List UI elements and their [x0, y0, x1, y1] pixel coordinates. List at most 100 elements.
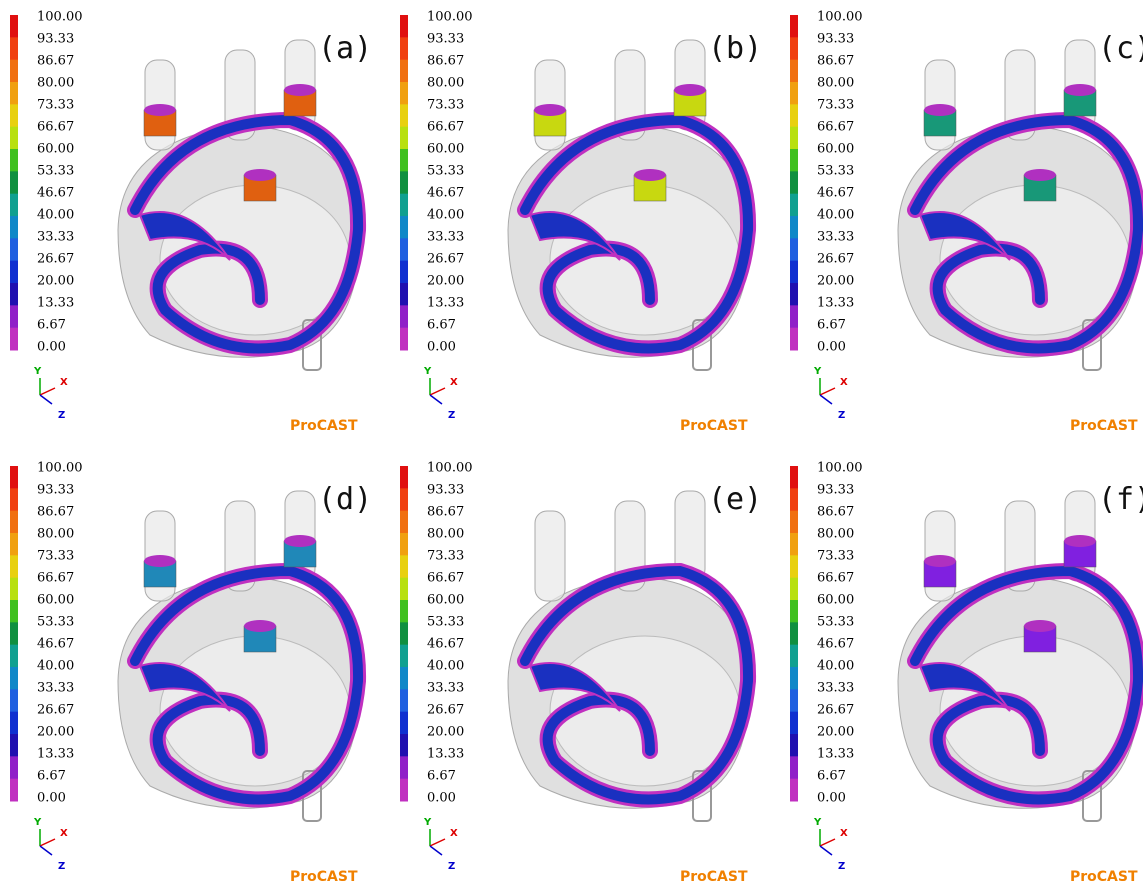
- colorbar-segment: [10, 756, 18, 779]
- riser-top: [674, 84, 706, 96]
- colorbar-segment: [400, 578, 408, 601]
- colorbar-label: 80.00: [817, 76, 854, 91]
- axis-x: [40, 839, 55, 846]
- riser-top: [284, 535, 316, 547]
- colorbar-label: 0.00: [37, 340, 66, 355]
- colorbar-segment: [790, 600, 798, 623]
- colorbar-segment: [10, 328, 18, 351]
- colorbar-segment: [400, 37, 408, 60]
- riser-top: [244, 620, 276, 632]
- colorbar-label: 13.33: [427, 747, 464, 762]
- colorbar-label: 80.00: [427, 76, 464, 91]
- colorbar-label: 93.33: [817, 32, 854, 47]
- colorbar-label: 40.00: [817, 659, 854, 674]
- colorbar-label: 60.00: [427, 593, 464, 608]
- colorbar-label: 46.67: [37, 186, 74, 201]
- colorbar-label: 73.33: [427, 98, 464, 113]
- colorbar-label: 33.33: [817, 230, 854, 245]
- colorbar-segment: [400, 60, 408, 83]
- colorbar-label: 60.00: [817, 593, 854, 608]
- colorbar-segment: [790, 37, 798, 60]
- colorbar-label: 73.33: [817, 98, 854, 113]
- colorbar-segment: [400, 127, 408, 150]
- axis-x-label: X: [840, 828, 848, 839]
- axis-y-label: Y: [33, 366, 42, 377]
- axis-z-label: Z: [58, 410, 65, 421]
- panel: 100.0093.3386.6780.0073.3366.6760.0053.3…: [400, 461, 762, 881]
- riser-top: [284, 84, 316, 96]
- colorbar-segment: [790, 171, 798, 194]
- colorbar-label: 0.00: [427, 791, 456, 806]
- colorbar-label: 86.67: [37, 54, 74, 69]
- axis-x-label: X: [450, 828, 458, 839]
- colorbar-label: 40.00: [427, 659, 464, 674]
- colorbar-segment: [10, 712, 18, 735]
- colorbar-segment: [790, 645, 798, 668]
- colorbar-segment: [10, 689, 18, 712]
- colorbar-label: 6.67: [37, 769, 66, 784]
- colorbar-segment: [790, 238, 798, 261]
- colorbar-label: 20.00: [817, 725, 854, 740]
- axis-z-label: Z: [448, 410, 455, 421]
- colorbar-label: 20.00: [817, 274, 854, 289]
- colorbar-segment: [790, 555, 798, 578]
- colorbar-segment: [400, 622, 408, 645]
- colorbar-label: 6.67: [37, 318, 66, 333]
- colorbar-segment: [790, 60, 798, 83]
- colorbar-label: 33.33: [37, 230, 74, 245]
- colorbar-segment: [400, 104, 408, 127]
- colorbar-label: 0.00: [817, 340, 846, 355]
- colorbar-label: 46.67: [37, 637, 74, 652]
- colorbar-segment: [790, 261, 798, 284]
- colorbar-label: 53.33: [817, 615, 854, 630]
- colorbar-label: 46.67: [427, 637, 464, 652]
- colorbar-segment: [790, 15, 798, 38]
- colorbar-segment: [790, 305, 798, 328]
- colorbar-label: 53.33: [37, 164, 74, 179]
- axis-x-label: X: [60, 828, 68, 839]
- colorbar-segment: [400, 305, 408, 328]
- colorbar-segment: [790, 734, 798, 757]
- colorbar-segment: [400, 488, 408, 511]
- colorbar-segment: [400, 645, 408, 668]
- colorbar-segment: [10, 127, 18, 150]
- colorbar-segment: [10, 645, 18, 668]
- colorbar-label: 66.67: [37, 120, 74, 135]
- colorbar-segment: [400, 779, 408, 802]
- colorbar-segment: [790, 488, 798, 511]
- colorbar-segment: [400, 712, 408, 735]
- colorbar-label: 20.00: [427, 274, 464, 289]
- colorbar-segment: [10, 216, 18, 239]
- colorbar-segment: [400, 511, 408, 534]
- axis-z-label: Z: [838, 861, 845, 872]
- colorbar-label: 13.33: [427, 296, 464, 311]
- colorbar-segment: [10, 15, 18, 38]
- colorbar-label: 53.33: [817, 164, 854, 179]
- colorbar-label: 13.33: [817, 296, 854, 311]
- axis-x: [820, 839, 835, 846]
- colorbar-segment: [10, 734, 18, 757]
- axis-z: [40, 395, 52, 404]
- colorbar-label: 60.00: [817, 142, 854, 157]
- riser-top: [144, 104, 176, 116]
- colorbar-label: 100.00: [37, 10, 83, 25]
- colorbar-label: 66.67: [817, 120, 854, 135]
- riser-top: [634, 169, 666, 181]
- colorbar-label: 73.33: [817, 549, 854, 564]
- colorbar-label: 100.00: [817, 10, 863, 25]
- colorbar-segment: [400, 15, 408, 38]
- panel-label: (a): [318, 31, 372, 66]
- axis-x: [430, 839, 445, 846]
- colorbar-label: 66.67: [817, 571, 854, 586]
- colorbar-segment: [10, 466, 18, 489]
- panel: 100.0093.3386.6780.0073.3366.6760.0053.3…: [10, 10, 372, 435]
- colorbar-label: 86.67: [427, 54, 464, 69]
- colorbar-segment: [400, 149, 408, 172]
- colorbar-label: 66.67: [427, 571, 464, 586]
- colorbar-label: 13.33: [37, 296, 74, 311]
- colorbar-segment: [400, 600, 408, 623]
- colorbar-segment: [10, 578, 18, 601]
- colorbar-label: 40.00: [427, 208, 464, 223]
- colorbar-segment: [10, 555, 18, 578]
- colorbar-segment: [10, 533, 18, 556]
